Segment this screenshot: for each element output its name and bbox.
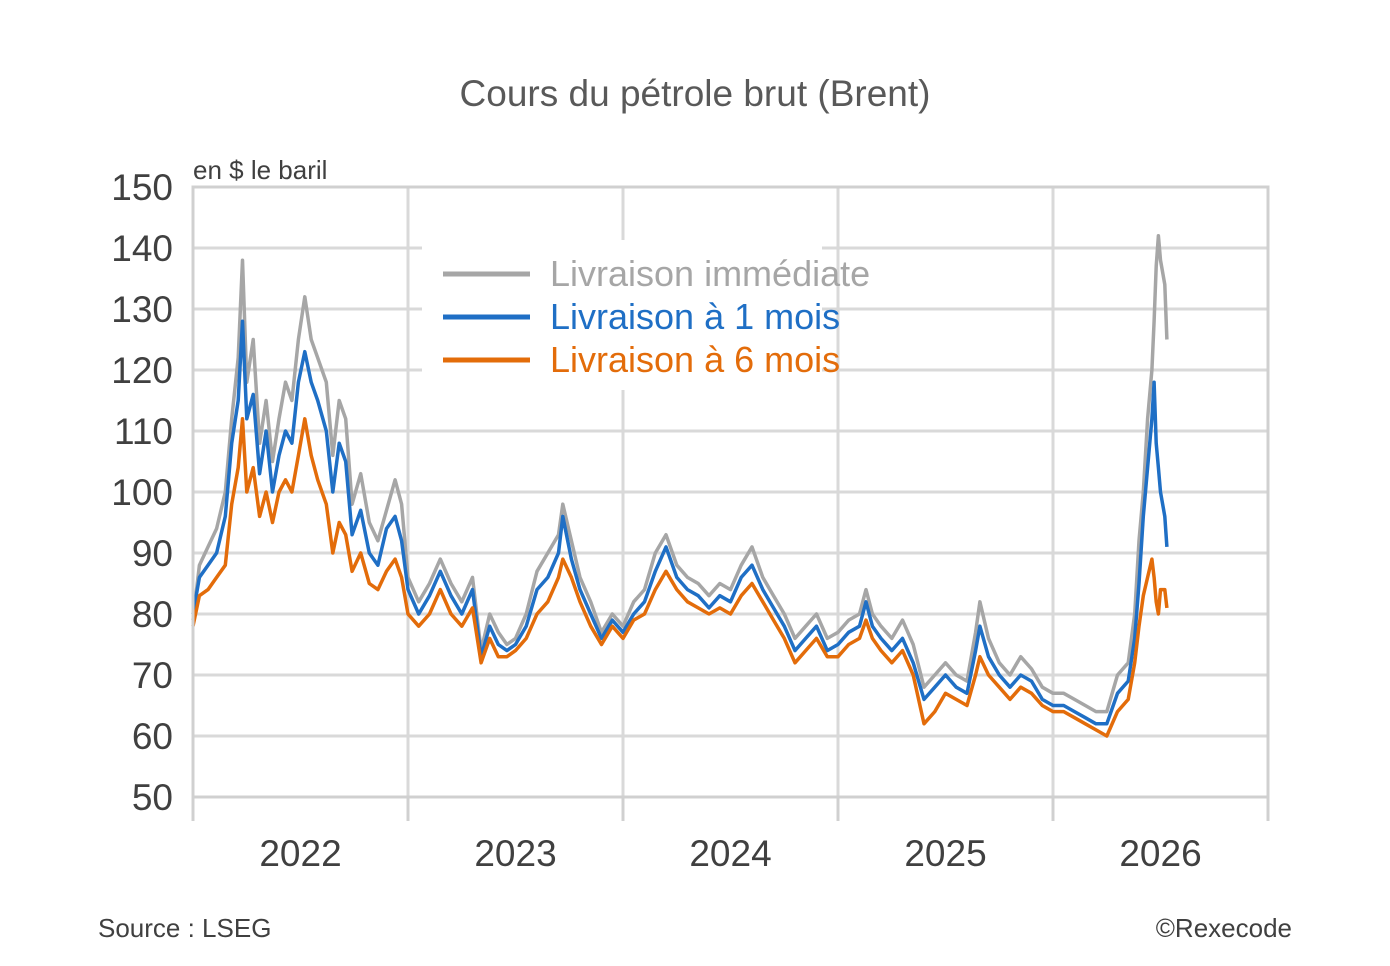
- y-tick-label: 90: [132, 533, 173, 574]
- series-line-3: [191, 417, 1169, 738]
- x-tick-label: 2026: [1119, 833, 1201, 874]
- y-tick-label: 50: [132, 777, 173, 818]
- y-tick-label: 80: [132, 594, 173, 635]
- series-line-1: [191, 234, 1169, 714]
- series-lines: [191, 234, 1169, 738]
- y-tick-label: 120: [111, 350, 173, 391]
- source-label: Source : LSEG: [98, 913, 271, 943]
- plot-frame: [191, 185, 1270, 799]
- axes: 50 60 70 80 90 100 110 120 130 140 150 2022 2023 2024…: [111, 167, 1270, 874]
- y-tick-label: 140: [111, 228, 173, 269]
- copyright-label: ©Rexecode: [1156, 913, 1292, 943]
- legend-label-3: Livraison à 6 mois: [550, 339, 840, 380]
- x-tick-label: 2025: [904, 833, 986, 874]
- y-tick-label: 110: [114, 411, 173, 452]
- legend-label-1: Livraison immédiate: [550, 253, 870, 294]
- x-tick-label: 2023: [474, 833, 556, 874]
- y-tick-label: 130: [111, 289, 173, 330]
- legend-label-2: Livraison à 1 mois: [550, 296, 840, 337]
- y-tick-label: 100: [111, 472, 173, 513]
- y-tick-label: 60: [132, 716, 173, 757]
- y-axis-unit-label: en $ le baril: [193, 155, 327, 185]
- series-line-2: [191, 319, 1169, 726]
- x-tick-label: 2022: [259, 833, 341, 874]
- x-tick-label: 2024: [689, 833, 771, 874]
- y-tick-label: 70: [132, 655, 173, 696]
- chart-title: Cours du pétrole brut (Brent): [460, 73, 931, 114]
- y-tick-label: 150: [111, 167, 173, 208]
